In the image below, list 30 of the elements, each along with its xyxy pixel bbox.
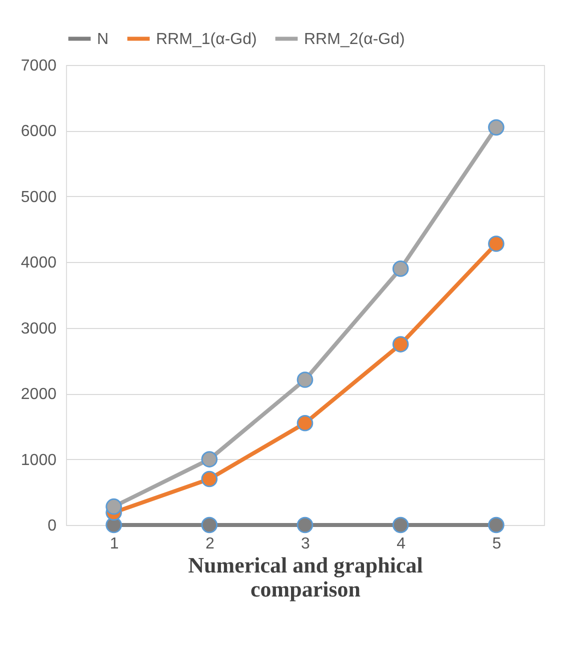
x-tick-label: 5	[492, 536, 502, 552]
point	[201, 470, 218, 488]
y-tick-label: 4000	[20, 254, 57, 272]
x-tick-label: 2	[205, 536, 214, 552]
point	[201, 516, 218, 534]
point	[488, 236, 504, 252]
y-tick-label: 3000	[20, 320, 57, 338]
point	[392, 260, 409, 277]
y-tick-label: 0	[48, 518, 57, 534]
point	[392, 516, 409, 534]
legend-label: RRM_1(α-Gd)	[156, 30, 257, 48]
legend-label: RRM_2(α-Gd)	[304, 30, 405, 48]
x-tick-label: 3	[301, 536, 310, 552]
legend-label: N	[97, 30, 109, 48]
y-tick-label: 6000	[20, 123, 57, 140]
point	[201, 451, 218, 468]
point	[296, 372, 314, 388]
point	[488, 119, 504, 136]
y-tick-label: 2000	[20, 386, 57, 404]
y-tick-label: 7000	[20, 58, 57, 74]
y-tick-label: 5000	[20, 188, 57, 206]
point	[296, 414, 314, 432]
point	[296, 516, 314, 534]
point	[488, 516, 504, 534]
point	[392, 336, 409, 352]
x-tick-label: 1	[110, 536, 119, 552]
point	[106, 498, 122, 515]
y-tick-label: 1000	[20, 452, 57, 469]
x-tick-label: 4	[396, 536, 406, 552]
x-axis-title: Numerical and graphical comparison	[188, 552, 423, 602]
